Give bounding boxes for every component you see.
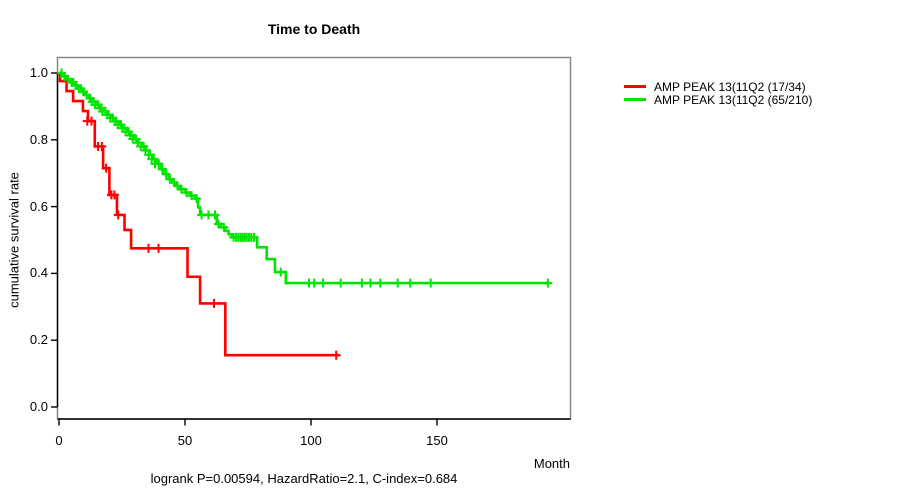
- legend-line-green: [624, 98, 646, 101]
- legend-label-red: AMP PEAK 13(11Q2 (17/34): [654, 79, 806, 94]
- legend-label-green: AMP PEAK 13(11Q2 (65/210): [654, 92, 813, 107]
- y-axis-title: cumulative survival rate: [6, 172, 22, 308]
- x-axis-title: Month: [533, 456, 570, 471]
- chart-title: Time to Death: [267, 21, 361, 37]
- plot-box: [56, 56, 572, 420]
- stats-footer: logrank P=0.00594, HazardRatio=2.1, C-in…: [150, 471, 458, 486]
- y-tick-label: 0.4: [29, 265, 48, 281]
- x-tick-label: 0: [55, 433, 63, 448]
- legend-item-red: AMP PEAK 13(11Q2 (17/34): [624, 79, 812, 94]
- survival-curve-green: [59, 71, 551, 285]
- legend: AMP PEAK 13(11Q2 (17/34) AMP PEAK 13(11Q…: [624, 79, 813, 107]
- x-tick-label: 150: [426, 433, 448, 448]
- y-tick-label: 0.6: [29, 198, 48, 214]
- y-tick-label: 1.0: [29, 65, 48, 80]
- y-tick-label: 0.2: [29, 332, 48, 348]
- y-tick-label: 0.0: [29, 399, 48, 414]
- legend-line-red: [624, 85, 646, 88]
- legend-item-green: AMP PEAK 13(11Q2 (65/210): [624, 92, 813, 107]
- x-tick-label: 100: [300, 433, 322, 448]
- x-tick-label: 50: [177, 433, 193, 448]
- y-tick-label: 0.8: [29, 131, 48, 147]
